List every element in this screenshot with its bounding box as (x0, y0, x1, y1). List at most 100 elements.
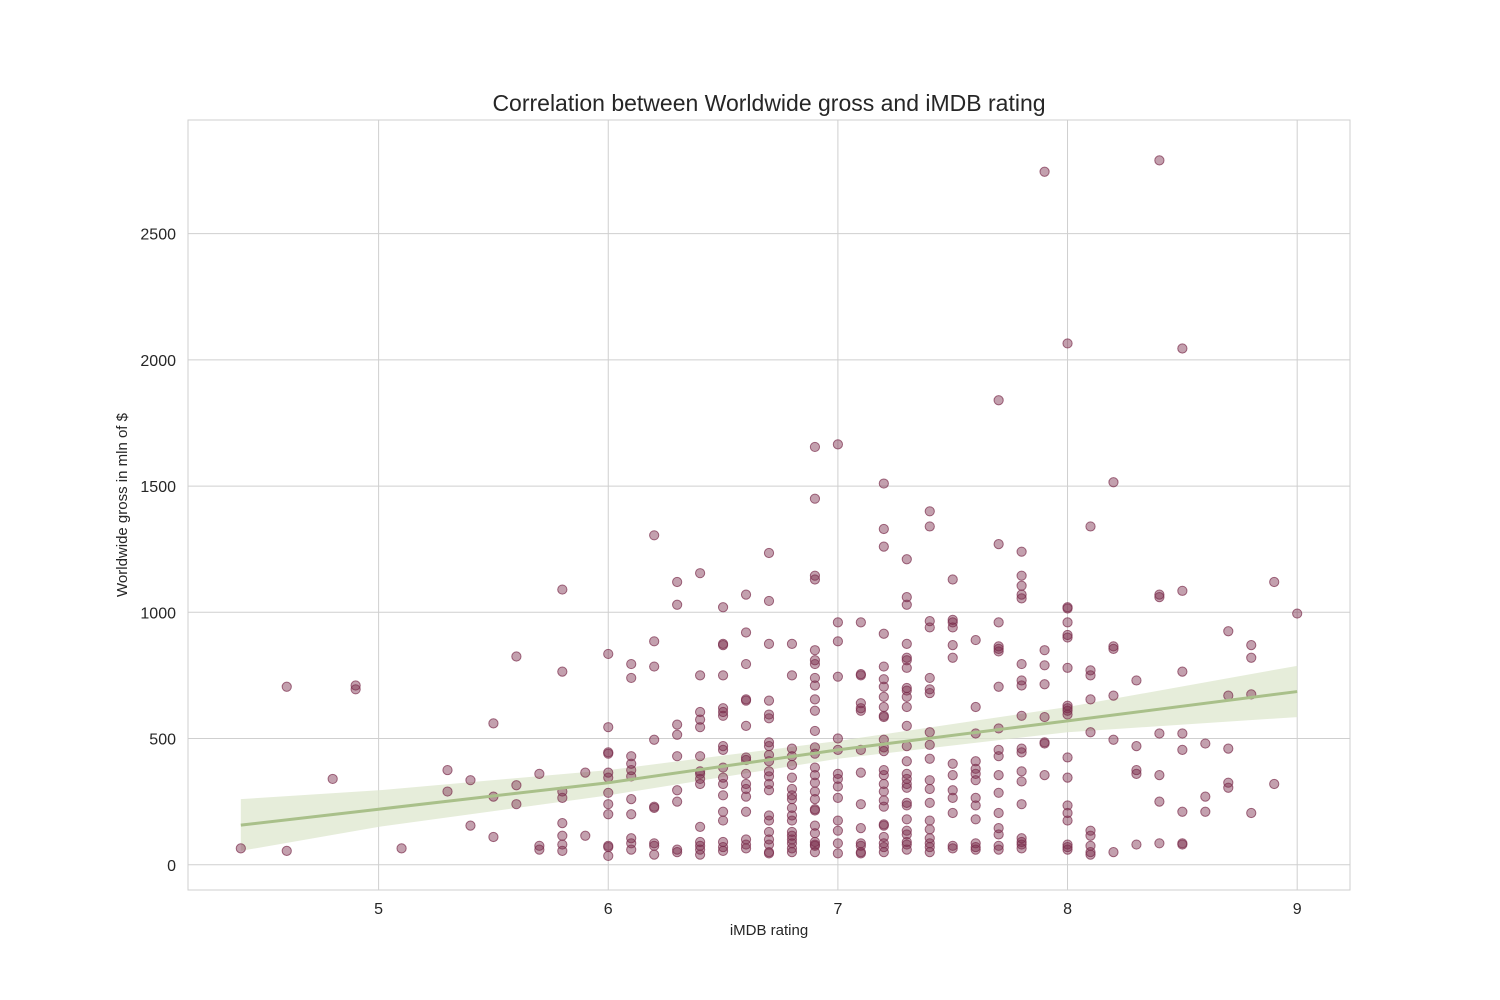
data-point (878, 801, 889, 812)
data-point (1016, 580, 1027, 591)
data-point (947, 622, 958, 633)
y-tick-labels: 0 500 1000 1500 2000 2500 (140, 227, 176, 875)
data-point (993, 643, 1004, 655)
data-point (1246, 652, 1257, 663)
y-tick-label: 2000 (140, 353, 176, 370)
data-point (901, 691, 912, 702)
data-point (763, 815, 775, 826)
data-point (878, 628, 889, 639)
data-point (786, 772, 798, 783)
data-point (1016, 843, 1027, 854)
data-point (1062, 617, 1073, 628)
grid-lines (188, 120, 1350, 890)
data-point (809, 645, 821, 656)
data-point (970, 792, 981, 803)
y-axis-label: Worldwide gross in mln of $ (114, 412, 131, 597)
data-point (717, 778, 729, 790)
data-point (786, 759, 798, 771)
data-point (740, 843, 752, 854)
data-point (855, 670, 866, 681)
data-point (1223, 782, 1234, 793)
data-point (717, 740, 729, 752)
data-point (878, 820, 889, 831)
data-point (1131, 839, 1142, 850)
data-point (1085, 521, 1096, 532)
data-point (1062, 629, 1073, 641)
data-point (947, 652, 958, 663)
data-point (970, 844, 981, 855)
data-point (672, 844, 683, 855)
data-point (970, 775, 981, 786)
data-point (603, 809, 614, 820)
data-point (740, 658, 752, 670)
data-point (901, 662, 912, 673)
x-axis-label: iMDB rating (730, 922, 808, 939)
data-point (1131, 740, 1142, 752)
data-point (557, 845, 568, 856)
x-tick-labels: 5 6 7 8 9 (374, 901, 1302, 918)
data-point (1016, 710, 1027, 721)
data-point (901, 797, 912, 809)
data-point (947, 807, 958, 819)
data-point (901, 592, 912, 603)
data-point (1039, 166, 1050, 177)
y-tick-label: 0 (167, 858, 176, 875)
data-point (855, 799, 866, 810)
data-point (763, 785, 775, 796)
data-point (809, 570, 821, 581)
x-tick-label: 7 (833, 901, 842, 918)
data-point (809, 820, 821, 831)
data-point (786, 830, 798, 841)
data-point (947, 770, 958, 781)
data-point (763, 547, 775, 559)
data-point (901, 638, 912, 649)
data-point (557, 830, 568, 841)
data-point (717, 640, 729, 651)
data-point (488, 831, 499, 843)
data-point (740, 720, 752, 732)
data-point (1085, 727, 1096, 738)
data-point (947, 640, 958, 651)
y-tick-label: 1000 (140, 605, 176, 622)
data-point (809, 705, 821, 716)
data-point (1246, 807, 1257, 819)
data-point (1223, 743, 1234, 754)
data-point (626, 672, 637, 684)
y-tick-label: 1500 (140, 479, 176, 496)
data-point (901, 814, 912, 825)
data-point (809, 493, 821, 504)
data-point (649, 661, 660, 672)
data-point (1154, 155, 1165, 166)
data-point (1108, 690, 1119, 701)
data-point (740, 589, 752, 600)
data-point (924, 775, 935, 786)
data-point (603, 787, 614, 798)
data-point (809, 847, 821, 858)
data-point (878, 701, 889, 713)
data-point (947, 614, 958, 625)
data-point (1016, 570, 1027, 581)
data-point (1246, 640, 1257, 651)
data-point (717, 845, 729, 856)
data-point (786, 670, 798, 681)
data-point (1062, 800, 1073, 811)
data-point (717, 670, 729, 681)
data-point (717, 706, 729, 718)
data-point (901, 825, 912, 836)
data-point (809, 725, 821, 737)
data-point (878, 681, 889, 692)
data-point (832, 733, 843, 744)
data-point (1177, 806, 1188, 817)
data-point (1039, 679, 1050, 690)
data-point (901, 655, 912, 666)
x-tick-label: 6 (604, 901, 613, 918)
data-point (809, 805, 821, 816)
data-point (603, 799, 614, 810)
data-point (740, 695, 752, 706)
data-point (695, 778, 706, 790)
data-point (1062, 705, 1073, 716)
data-point (1016, 747, 1027, 758)
data-point (1016, 743, 1027, 754)
data-point (465, 820, 476, 831)
data-point (993, 807, 1004, 819)
